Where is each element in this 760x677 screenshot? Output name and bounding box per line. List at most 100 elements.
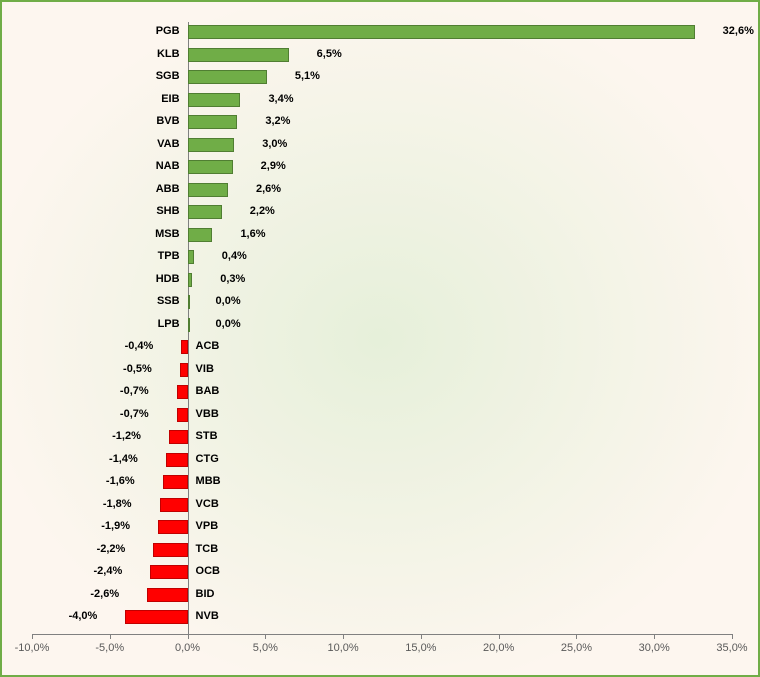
value-label: -4,0% (69, 610, 98, 622)
category-label: VPB (196, 520, 219, 532)
x-tick-mark (32, 634, 33, 639)
value-label: 1,6% (240, 228, 265, 240)
category-label: BVB (156, 115, 179, 127)
value-label: -2,6% (90, 588, 119, 600)
category-label: TCB (196, 543, 219, 555)
bar (158, 520, 188, 534)
bar (169, 430, 188, 444)
category-label: SSB (157, 295, 180, 307)
value-label: 32,6% (723, 25, 754, 37)
bar (188, 250, 194, 264)
x-tick-label: 20,0% (483, 642, 514, 654)
value-label: -0,7% (120, 408, 149, 420)
value-label: 5,1% (295, 70, 320, 82)
category-label: CTG (196, 453, 219, 465)
bar (188, 160, 233, 174)
x-tick-mark (576, 634, 577, 639)
value-label: 0,4% (222, 250, 247, 262)
bar (188, 138, 235, 152)
bar (177, 408, 188, 422)
category-label: VCB (196, 498, 219, 510)
category-label: TPB (158, 250, 180, 262)
value-label: -1,6% (106, 475, 135, 487)
category-label: KLB (157, 48, 180, 60)
x-tick-mark (421, 634, 422, 639)
value-label: -1,4% (109, 453, 138, 465)
x-tick-label: 10,0% (328, 642, 359, 654)
bar (188, 318, 190, 332)
plot-area: PGB32,6%KLB6,5%SGB5,1%EIB3,4%BVB3,2%VAB3… (32, 22, 732, 642)
value-label: -0,5% (123, 363, 152, 375)
x-tick-mark (654, 634, 655, 639)
category-label: PGB (156, 25, 180, 37)
bar (147, 588, 187, 602)
value-label: 0,0% (216, 318, 241, 330)
x-tick-mark (343, 634, 344, 639)
x-tick-mark (188, 634, 189, 639)
category-label: STB (196, 430, 218, 442)
bar (188, 228, 213, 242)
category-label: BID (196, 588, 215, 600)
bar (181, 340, 187, 354)
x-tick-mark (110, 634, 111, 639)
bar (188, 93, 241, 107)
category-label: OCB (196, 565, 220, 577)
bar (125, 610, 187, 624)
bar (188, 70, 267, 84)
value-label: -0,7% (120, 385, 149, 397)
value-label: -1,9% (101, 520, 130, 532)
bar (180, 363, 188, 377)
value-label: 3,2% (265, 115, 290, 127)
value-label: -2,2% (97, 543, 126, 555)
value-label: 2,9% (261, 160, 286, 172)
x-tick-mark (265, 634, 266, 639)
value-label: -1,8% (103, 498, 132, 510)
bar (188, 273, 193, 287)
x-tick-mark (732, 634, 733, 639)
category-label: ABB (156, 183, 180, 195)
x-tick-label: -10,0% (15, 642, 50, 654)
category-label: NVB (196, 610, 219, 622)
value-label: 3,0% (262, 138, 287, 150)
bar (163, 475, 188, 489)
value-label: 0,0% (216, 295, 241, 307)
category-label: SGB (156, 70, 180, 82)
value-label: -2,4% (93, 565, 122, 577)
value-label: 0,3% (220, 273, 245, 285)
bar (188, 115, 238, 129)
x-tick-label: 0,0% (175, 642, 200, 654)
category-label: SHB (156, 205, 179, 217)
chart-container: PGB 32,6% KLB 6,5% SGB 5,1% EIB 3,4% BVB 3,2% VAB 3… (0, 0, 760, 677)
value-label: 3,4% (268, 93, 293, 105)
x-tick-mark (499, 634, 500, 639)
bar (160, 498, 188, 512)
bar (188, 183, 228, 197)
bar (166, 453, 188, 467)
category-label: HDB (156, 273, 180, 285)
value-label: 6,5% (317, 48, 342, 60)
x-tick-label: 30,0% (639, 642, 670, 654)
value-label: 2,6% (256, 183, 281, 195)
value-label: -1,2% (112, 430, 141, 442)
category-label: VBB (196, 408, 219, 420)
bar (188, 48, 289, 62)
x-tick-label: 35,0% (716, 642, 747, 654)
category-label: BAB (196, 385, 220, 397)
bar (150, 565, 187, 579)
value-label: 2,2% (250, 205, 275, 217)
category-label: VAB (157, 138, 179, 150)
bar (188, 25, 695, 39)
category-label: EIB (161, 93, 179, 105)
x-tick-label: -5,0% (95, 642, 124, 654)
x-tick-label: 5,0% (253, 642, 278, 654)
bar (153, 543, 187, 557)
category-label: VIB (196, 363, 214, 375)
bar (188, 295, 190, 309)
value-label: -0,4% (125, 340, 154, 352)
category-label: NAB (156, 160, 180, 172)
category-label: LPB (158, 318, 180, 330)
x-tick-label: 15,0% (405, 642, 436, 654)
category-label: ACB (196, 340, 220, 352)
bar (177, 385, 188, 399)
x-tick-label: 25,0% (561, 642, 592, 654)
